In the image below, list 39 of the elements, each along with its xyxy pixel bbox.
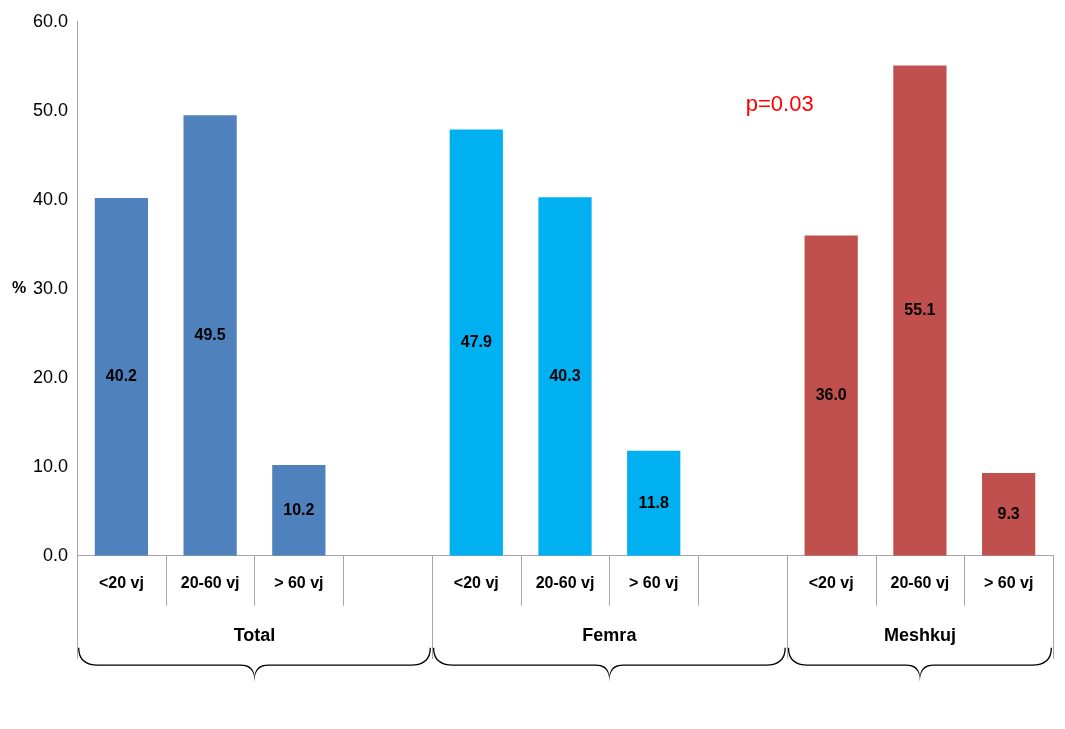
x-tick-label: <20 vj — [98, 573, 144, 591]
x-tick-label: 20-60 vj — [890, 573, 950, 591]
text: Meshkuj — [883, 624, 956, 645]
data-label: 11.8 — [638, 493, 669, 511]
bar — [893, 65, 947, 556]
y-axis-title: % — [12, 279, 27, 297]
text: Femra — [582, 624, 638, 645]
bar — [94, 198, 149, 556]
x-tick-label: 20-60 vj — [535, 573, 595, 591]
data-label: 40.3 — [549, 366, 581, 384]
data-label: 9.3 — [997, 504, 1020, 522]
bar — [804, 235, 858, 556]
y-tick-label: 50.0 — [32, 99, 69, 120]
x-tick-label: > 60 vj — [983, 573, 1034, 591]
data-label: 49.5 — [194, 325, 226, 343]
y-tick-label: 60.0 — [32, 10, 69, 31]
y-tick-label: 10.0 — [32, 455, 69, 476]
bar — [627, 450, 681, 556]
data-label: 36.0 — [815, 386, 847, 404]
data-label: 10.2 — [283, 500, 315, 518]
data-label: 40.2 — [105, 367, 138, 385]
bar — [449, 129, 503, 556]
x-tick-label: <20 vj — [453, 573, 499, 591]
x-tick-label: > 60 vj — [629, 573, 679, 591]
bar — [183, 115, 237, 556]
y-tick-label: 0.0 — [43, 544, 69, 565]
y-tick-label: 30.0 — [32, 277, 69, 298]
annotation: p=0.03 — [745, 90, 814, 116]
x-tick-label: <20 vj — [808, 573, 854, 591]
bar — [538, 197, 592, 556]
bar — [272, 465, 326, 556]
y-tick-label: 40.0 — [32, 188, 69, 209]
text: Total — [233, 624, 276, 645]
data-label: 55.1 — [904, 301, 936, 319]
y-tick-label: 20.0 — [32, 366, 69, 387]
x-tick-label: > 60 vj — [274, 573, 324, 591]
x-tick-label: 20-60 vj — [180, 573, 240, 591]
data-label: 47.9 — [460, 333, 492, 351]
bar — [982, 473, 1036, 556]
